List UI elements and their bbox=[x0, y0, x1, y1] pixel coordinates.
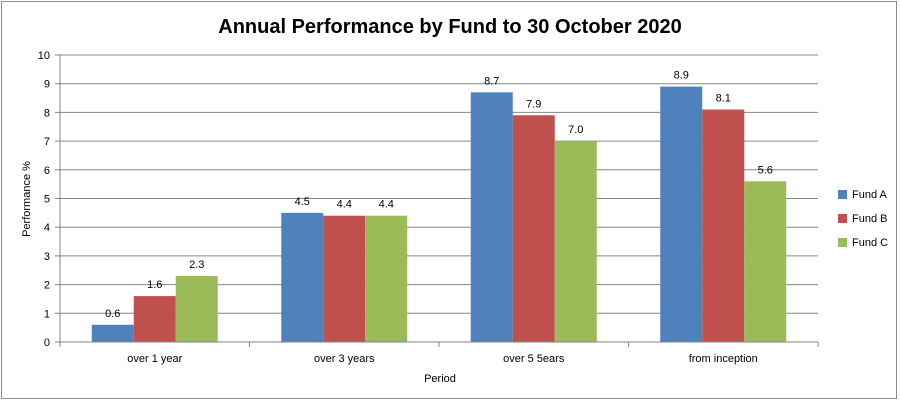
legend-swatch bbox=[838, 238, 847, 247]
data-label: 4.4 bbox=[337, 199, 352, 211]
y-tick-label: 2 bbox=[44, 280, 50, 292]
bar bbox=[554, 141, 597, 342]
bar bbox=[702, 109, 745, 342]
bar bbox=[91, 324, 134, 342]
y-tick-label: 5 bbox=[44, 194, 50, 206]
chart-title: Annual Performance by Fund to 30 October… bbox=[218, 16, 681, 38]
bar bbox=[133, 296, 176, 342]
y-tick-label: 1 bbox=[44, 308, 50, 320]
bar bbox=[744, 181, 787, 342]
x-axis-ticks: over 1 year over 3 years over 5 5ears from … bbox=[59, 342, 819, 365]
y-axis-ticks: 0 1 2 3 4 5 6 7 8 9 10 bbox=[38, 50, 60, 349]
y-axis-label: Performance % bbox=[21, 161, 33, 237]
legend-label: Fund C bbox=[852, 237, 888, 249]
data-label: 8.7 bbox=[484, 75, 499, 87]
x-tick-label: from inception bbox=[689, 353, 758, 365]
data-label: 8.9 bbox=[674, 70, 689, 82]
y-tick-label: 0 bbox=[44, 337, 50, 349]
y-tick-label: 10 bbox=[38, 50, 50, 62]
data-label: 0.6 bbox=[105, 308, 120, 320]
data-label: 7.9 bbox=[526, 98, 541, 110]
x-axis-label: Period bbox=[424, 373, 456, 385]
y-tick-label: 3 bbox=[44, 251, 50, 263]
x-tick-label: over 5 5ears bbox=[503, 353, 565, 365]
data-label: 1.6 bbox=[147, 279, 162, 291]
data-label: 5.6 bbox=[758, 164, 773, 176]
x-tick-label: over 3 years bbox=[314, 353, 375, 365]
bar bbox=[512, 115, 555, 343]
bar bbox=[660, 86, 703, 342]
y-tick-label: 8 bbox=[44, 107, 50, 119]
data-label: 8.1 bbox=[716, 93, 731, 105]
legend: Fund A Fund B Fund C bbox=[838, 189, 888, 249]
data-labels: 0.6 1.6 2.3 4.5 4.4 4.4 8.7 7.9 7.0 8.9 8.1 5.6 bbox=[105, 70, 773, 320]
data-label: 4.5 bbox=[295, 196, 310, 208]
legend-swatch bbox=[838, 214, 847, 223]
bar bbox=[175, 275, 218, 342]
data-label: 4.4 bbox=[379, 199, 394, 211]
bar bbox=[281, 212, 324, 342]
y-tick-label: 6 bbox=[44, 165, 50, 177]
axes bbox=[59, 55, 818, 343]
legend-label: Fund B bbox=[852, 213, 887, 225]
bar-series bbox=[91, 86, 787, 343]
y-tick-label: 9 bbox=[44, 79, 50, 91]
y-tick-label: 7 bbox=[44, 136, 50, 148]
data-label: 2.3 bbox=[189, 259, 204, 271]
bar bbox=[365, 215, 408, 342]
data-label: 7.0 bbox=[568, 124, 583, 136]
x-tick-label: over 1 year bbox=[127, 353, 182, 365]
legend-label: Fund A bbox=[852, 189, 888, 201]
bar bbox=[470, 92, 513, 342]
bar bbox=[323, 215, 366, 342]
y-tick-label: 4 bbox=[44, 222, 50, 234]
legend-swatch bbox=[838, 190, 847, 199]
